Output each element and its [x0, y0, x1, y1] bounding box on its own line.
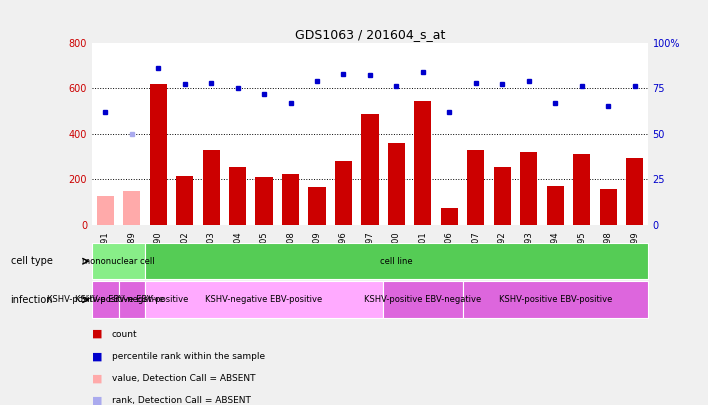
Bar	[388, 143, 405, 225]
Bar	[383, 281, 462, 318]
Bar	[118, 281, 145, 318]
Bar	[149, 83, 167, 225]
Bar	[361, 114, 379, 225]
Bar	[309, 187, 326, 225]
Text: ■: ■	[92, 329, 103, 339]
Text: cell line: cell line	[380, 257, 413, 266]
Bar	[573, 154, 590, 225]
Text: KSHV-positive EBV-negative: KSHV-positive EBV-negative	[47, 295, 164, 304]
Bar	[202, 149, 219, 225]
Bar	[145, 281, 383, 318]
Text: KSHV-positive EBV-positive: KSHV-positive EBV-positive	[498, 295, 612, 304]
Text: ■: ■	[92, 374, 103, 384]
Bar	[92, 243, 145, 279]
Bar	[92, 281, 118, 318]
Text: rank, Detection Call = ABSENT: rank, Detection Call = ABSENT	[112, 396, 251, 405]
Text: value, Detection Call = ABSENT: value, Detection Call = ABSENT	[112, 374, 256, 383]
Text: KSHV-negative EBV-positive: KSHV-negative EBV-positive	[205, 295, 323, 304]
Bar	[493, 167, 511, 225]
Bar	[97, 196, 114, 225]
Text: cell type: cell type	[11, 256, 53, 266]
Bar	[520, 152, 537, 225]
Bar	[335, 161, 352, 225]
Text: ■: ■	[92, 396, 103, 405]
Bar	[600, 190, 617, 225]
Text: percentile rank within the sample: percentile rank within the sample	[112, 352, 265, 361]
Bar	[626, 158, 643, 225]
Bar	[229, 167, 246, 225]
Bar	[440, 208, 458, 225]
Text: count: count	[112, 330, 137, 339]
Bar	[462, 281, 648, 318]
Title: GDS1063 / 201604_s_at: GDS1063 / 201604_s_at	[295, 28, 445, 41]
Bar	[176, 176, 193, 225]
Bar	[282, 173, 299, 225]
Text: KSHV-positive EBV-positive: KSHV-positive EBV-positive	[75, 295, 188, 304]
Text: ■: ■	[92, 352, 103, 361]
Text: mononuclear cell: mononuclear cell	[82, 257, 155, 266]
Bar	[256, 177, 273, 225]
Bar	[467, 149, 484, 225]
Text: KSHV-positive EBV-negative: KSHV-positive EBV-negative	[364, 295, 481, 304]
Text: infection: infection	[11, 295, 53, 305]
Bar	[414, 100, 431, 225]
Bar	[123, 191, 140, 225]
Bar	[547, 186, 564, 225]
